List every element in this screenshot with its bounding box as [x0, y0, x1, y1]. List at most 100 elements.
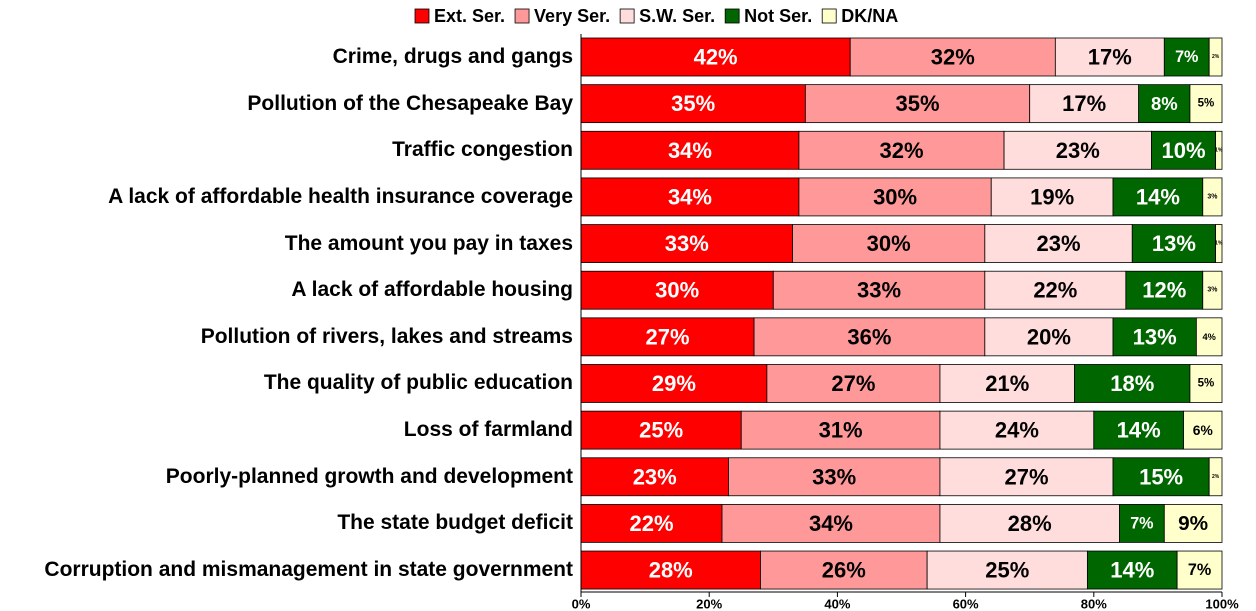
category-label: Traffic congestion [392, 138, 573, 162]
value-label: 24% [995, 418, 1039, 443]
bar-segment [798, 130, 1005, 170]
value-label: 12% [1142, 278, 1186, 303]
bar-segment [984, 270, 1127, 310]
bar-segment [1093, 410, 1184, 450]
value-label: 23% [1037, 231, 1081, 256]
bar-segment [721, 503, 941, 543]
bar-segment [580, 364, 768, 403]
value-label: 34% [668, 184, 712, 209]
value-label: 21% [985, 371, 1029, 396]
value-label: 1% [1215, 147, 1223, 153]
category-label: Crime, drugs and gangs [332, 45, 573, 68]
bar-segment [792, 224, 986, 263]
bar-segment [1202, 177, 1223, 217]
value-label: 13% [1152, 231, 1196, 256]
bar-segment [1183, 410, 1223, 450]
value-label: 33% [665, 231, 709, 256]
value-label: 14% [1136, 184, 1180, 209]
bar-segment [939, 457, 1114, 497]
value-label: 14% [1110, 558, 1154, 583]
bar-segment [926, 550, 1088, 590]
value-label: 8% [1151, 93, 1178, 114]
x-tick-label: 80% [1081, 597, 1107, 611]
legend-swatch [619, 8, 635, 24]
value-label: 9% [1178, 512, 1208, 535]
x-tick-label: 60% [953, 597, 979, 611]
bar-segment [1189, 84, 1223, 124]
category-label: Loss of farmland [403, 418, 573, 442]
value-label: 4% [1203, 332, 1216, 342]
value-label: 27% [831, 371, 875, 396]
value-label: 15% [1139, 464, 1183, 489]
bar-segment [580, 37, 851, 77]
legend-label: S.W. Ser. [639, 6, 715, 26]
category-label: Corruption and mismanagement in state go… [44, 558, 573, 582]
value-label: 30% [873, 184, 917, 209]
value-label: 22% [1033, 278, 1077, 303]
value-label: 6% [1193, 422, 1213, 438]
value-label: 35% [896, 91, 940, 116]
bar-segment [984, 317, 1114, 357]
value-label: 29% [652, 371, 696, 396]
value-label: 2% [1212, 54, 1220, 60]
category-label: A lack of affordable housing [291, 278, 573, 302]
value-label: 1% [1215, 241, 1223, 247]
x-tick-label: 20% [696, 597, 722, 611]
value-label: 25% [639, 418, 683, 443]
bar-segment [580, 457, 729, 497]
legend-swatch [414, 8, 430, 24]
bar-segment [1138, 84, 1191, 124]
bar-segment [1195, 317, 1223, 357]
value-label: 20% [1027, 324, 1071, 349]
bar-segment [580, 130, 800, 170]
bar-segment [849, 37, 1056, 77]
bar-segment [760, 550, 928, 590]
bar-segment [939, 364, 1075, 403]
legend-swatch [724, 8, 740, 24]
bar-segment [580, 317, 755, 357]
bar-segment [1112, 177, 1204, 217]
value-label: 33% [812, 464, 856, 489]
value-label: 17% [1062, 91, 1106, 116]
bar-segment [1125, 270, 1204, 310]
value-label: 36% [847, 324, 891, 349]
value-label: 18% [1110, 371, 1154, 396]
value-label: 14% [1117, 418, 1161, 443]
bar-segment [990, 177, 1114, 217]
bar-segment [1112, 457, 1210, 497]
value-label: 27% [1004, 464, 1048, 489]
value-label: 10% [1162, 138, 1206, 163]
value-label: 3% [1207, 193, 1217, 200]
value-label: 22% [629, 511, 673, 536]
bar-segment [580, 177, 800, 217]
bar-segment [804, 84, 1031, 124]
value-label: 32% [879, 138, 923, 163]
value-label: 30% [655, 278, 699, 303]
value-label: 32% [931, 45, 975, 70]
bar-segment [798, 177, 992, 217]
bar-segment [1208, 37, 1223, 77]
bar-segment [1163, 503, 1223, 543]
legend-label: DK/NA [841, 6, 898, 26]
bar-segment [1215, 130, 1223, 170]
bar-segment [939, 503, 1120, 543]
value-label: 7% [1175, 48, 1198, 66]
category-label: A lack of affordable health insurance co… [108, 184, 573, 208]
bar-segment [580, 503, 723, 543]
value-label: 19% [1030, 184, 1074, 209]
bar-segment [580, 270, 774, 310]
value-label: 23% [633, 464, 677, 489]
bar-segment [984, 224, 1133, 263]
value-label: 23% [1056, 138, 1100, 163]
category-label: Poorly-planned growth and development [165, 464, 573, 488]
x-tick-label: 0% [572, 597, 591, 611]
bar-segment [1189, 364, 1223, 403]
bar-segment [580, 84, 806, 124]
value-label: 42% [694, 45, 738, 70]
value-label: 30% [867, 231, 911, 256]
bar-segment [766, 364, 941, 403]
value-label: 26% [822, 558, 866, 583]
bar-segment [1202, 270, 1223, 310]
